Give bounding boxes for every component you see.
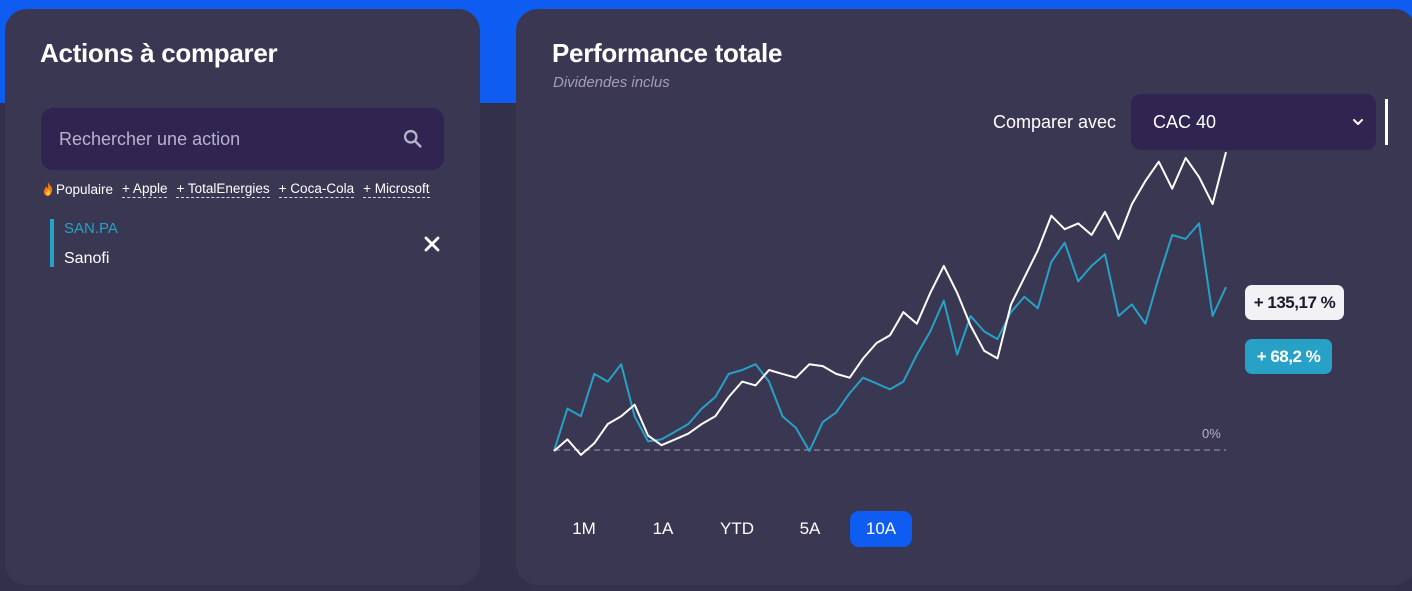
compare-selected-value: CAC 40 — [1153, 112, 1217, 132]
stock-ticker: SAN.PA — [64, 220, 118, 237]
performance-chart — [553, 151, 1227, 456]
period-tabs: 1M 1A YTD 5A 10A — [557, 511, 912, 547]
stocks-to-compare-panel: Actions à comparer Rechercher une action… — [5, 9, 480, 585]
compare-label: Comparer avec — [993, 112, 1117, 132]
suggestion-coca-cola[interactable]: + Coca-Cola — [278, 180, 355, 198]
popular-label: Populaire — [43, 182, 113, 197]
tab-1a[interactable]: 1A — [652, 519, 674, 538]
suggestion-apple[interactable]: + Apple — [122, 180, 168, 198]
tab-ytd[interactable]: YTD — [720, 519, 754, 538]
close-icon[interactable] — [424, 236, 440, 252]
scroll-indicator[interactable] — [1385, 99, 1388, 145]
popular-text: Populaire — [56, 181, 114, 197]
series-line-stock — [553, 151, 1227, 456]
search-input[interactable]: Rechercher une action — [41, 108, 444, 170]
series-line-index — [553, 222, 1227, 452]
compare-select[interactable]: CAC 40 — [1131, 94, 1376, 150]
suggestion-microsoft[interactable]: + Microsoft — [363, 180, 430, 198]
fire-icon — [43, 182, 53, 196]
chevron-down-icon — [1353, 119, 1363, 125]
index-performance-badge: + 68,2 % — [1245, 339, 1332, 374]
panel-title: Actions à comparer — [40, 38, 278, 68]
tab-1m[interactable]: 1M — [572, 519, 596, 538]
selected-stock-item: SAN.PA Sanofi — [50, 219, 440, 267]
panel-subtitle: Dividendes inclus — [553, 74, 670, 91]
zero-label: 0% — [1202, 426, 1221, 441]
suggestion-totalenergies[interactable]: + TotalEnergies — [176, 180, 270, 198]
search-placeholder: Rechercher une action — [59, 129, 241, 149]
search-icon[interactable] — [402, 128, 423, 149]
performance-panel: Performance totale Dividendes inclus Com… — [516, 9, 1412, 585]
stock-name: Sanofi — [64, 250, 110, 267]
tab-5a[interactable]: 5A — [799, 519, 821, 538]
suggestions-bar: Populaire + Apple + TotalEnergies + Coca… — [43, 179, 430, 199]
panel-title: Performance totale — [552, 38, 783, 68]
stock-performance-badge: + 135,17 % — [1245, 285, 1344, 320]
tab-10a[interactable]: 10A — [850, 511, 912, 547]
